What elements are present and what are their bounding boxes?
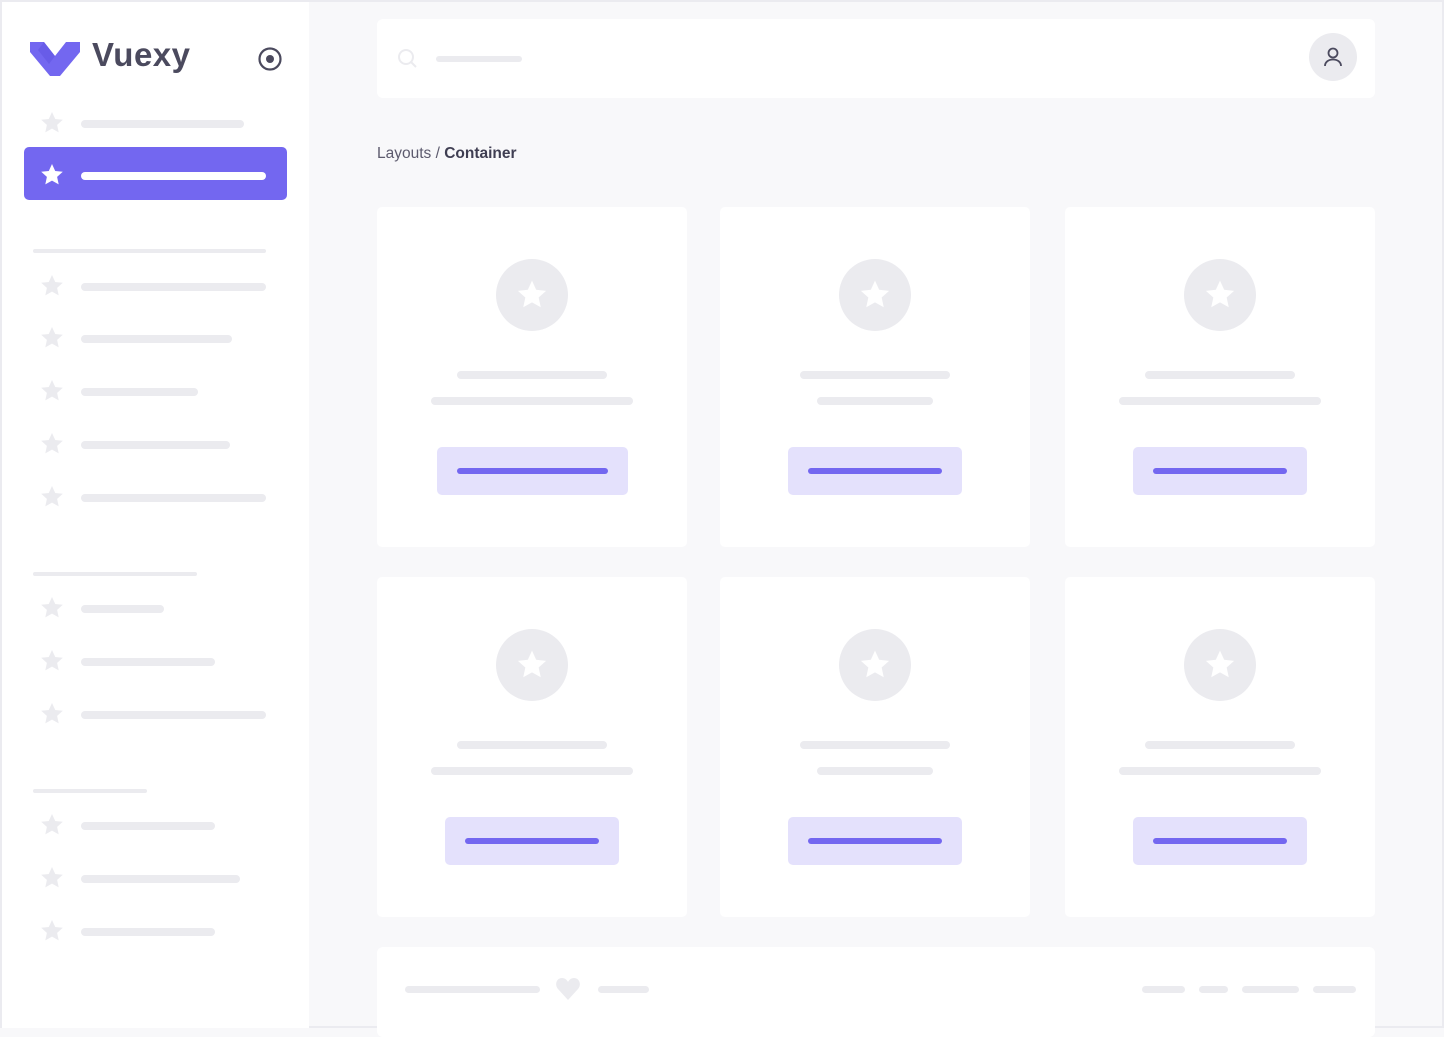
sidebar-item[interactable] — [81, 388, 198, 396]
avatar[interactable] — [1309, 33, 1357, 81]
card-button[interactable] — [436, 447, 628, 495]
star-icon — [41, 380, 63, 401]
breadcrumb: Layouts / Container — [377, 145, 517, 163]
breadcrumb-parent[interactable]: Layouts — [377, 145, 432, 162]
card — [377, 207, 687, 547]
star-icon — [517, 280, 547, 308]
footer-link[interactable] — [1313, 986, 1356, 993]
card-title — [1145, 371, 1295, 379]
star-icon — [41, 703, 63, 724]
brand-name: Vuexy — [92, 36, 191, 73]
card-button[interactable] — [788, 817, 962, 865]
star-icon — [517, 650, 547, 678]
user-icon — [1324, 47, 1342, 67]
section-header — [33, 249, 266, 253]
sidebar-item[interactable] — [81, 441, 230, 449]
card-avatar — [1184, 259, 1256, 331]
sidebar-item[interactable] — [81, 605, 164, 613]
card-title — [1145, 741, 1295, 749]
star-icon — [41, 327, 63, 348]
card — [720, 577, 1030, 917]
card-button[interactable] — [445, 817, 619, 865]
star-icon — [41, 433, 63, 454]
card-button[interactable] — [1133, 817, 1307, 865]
radio-circle-icon[interactable] — [257, 46, 283, 72]
card-text — [817, 397, 933, 405]
sidebar-item[interactable] — [81, 494, 266, 502]
search-input[interactable] — [436, 56, 522, 62]
sidebar-item[interactable] — [81, 875, 240, 883]
card-avatar — [1184, 629, 1256, 701]
card — [1065, 207, 1375, 547]
card-title — [457, 741, 607, 749]
sidebar-item[interactable] — [81, 822, 215, 830]
footer-link[interactable] — [1242, 986, 1299, 993]
sidebar-item[interactable] — [81, 120, 244, 128]
sidebar-item[interactable] — [81, 711, 266, 719]
footer-link[interactable] — [1199, 986, 1228, 993]
footer — [377, 947, 1375, 1037]
breadcrumb-current: Container — [444, 145, 517, 162]
star-icon — [41, 920, 63, 941]
star-icon — [41, 597, 63, 618]
card-button[interactable] — [788, 447, 962, 495]
star-icon — [1205, 650, 1235, 678]
footer-link[interactable] — [1142, 986, 1185, 993]
card-text — [1119, 767, 1321, 775]
star-icon — [41, 867, 63, 888]
breadcrumb-separator: / — [431, 145, 445, 162]
card-title — [800, 371, 950, 379]
card-avatar — [496, 629, 568, 701]
card-text — [1119, 397, 1321, 405]
sidebar-item[interactable] — [81, 283, 266, 291]
card-avatar — [496, 259, 568, 331]
card-text — [817, 767, 933, 775]
card-avatar — [839, 629, 911, 701]
section-header — [33, 789, 147, 793]
card-text — [431, 767, 633, 775]
star-icon — [860, 650, 890, 678]
sidebar-item[interactable] — [81, 658, 215, 666]
card — [1065, 577, 1375, 917]
card-title — [800, 741, 950, 749]
sidebar: Vuexy — [2, 2, 309, 1028]
star-icon — [1205, 280, 1235, 308]
star-icon — [41, 650, 63, 671]
star-icon — [41, 112, 63, 133]
vuexy-logo — [30, 42, 80, 76]
search-icon[interactable] — [397, 48, 419, 70]
footer-text — [598, 986, 649, 993]
card-text — [431, 397, 633, 405]
footer-text — [405, 986, 540, 993]
star-icon — [41, 275, 63, 296]
navbar — [377, 19, 1375, 98]
section-header — [33, 572, 197, 576]
star-icon — [41, 164, 63, 185]
star-icon — [860, 280, 890, 308]
star-icon — [41, 486, 63, 507]
card — [377, 577, 687, 917]
card — [720, 207, 1030, 547]
card-avatar — [839, 259, 911, 331]
sidebar-item[interactable] — [81, 335, 232, 343]
star-icon — [41, 814, 63, 835]
heart-icon — [556, 978, 580, 1000]
card-title — [457, 371, 607, 379]
card-button[interactable] — [1133, 447, 1307, 495]
sidebar-item[interactable] — [81, 928, 215, 936]
sidebar-item[interactable] — [81, 172, 266, 180]
